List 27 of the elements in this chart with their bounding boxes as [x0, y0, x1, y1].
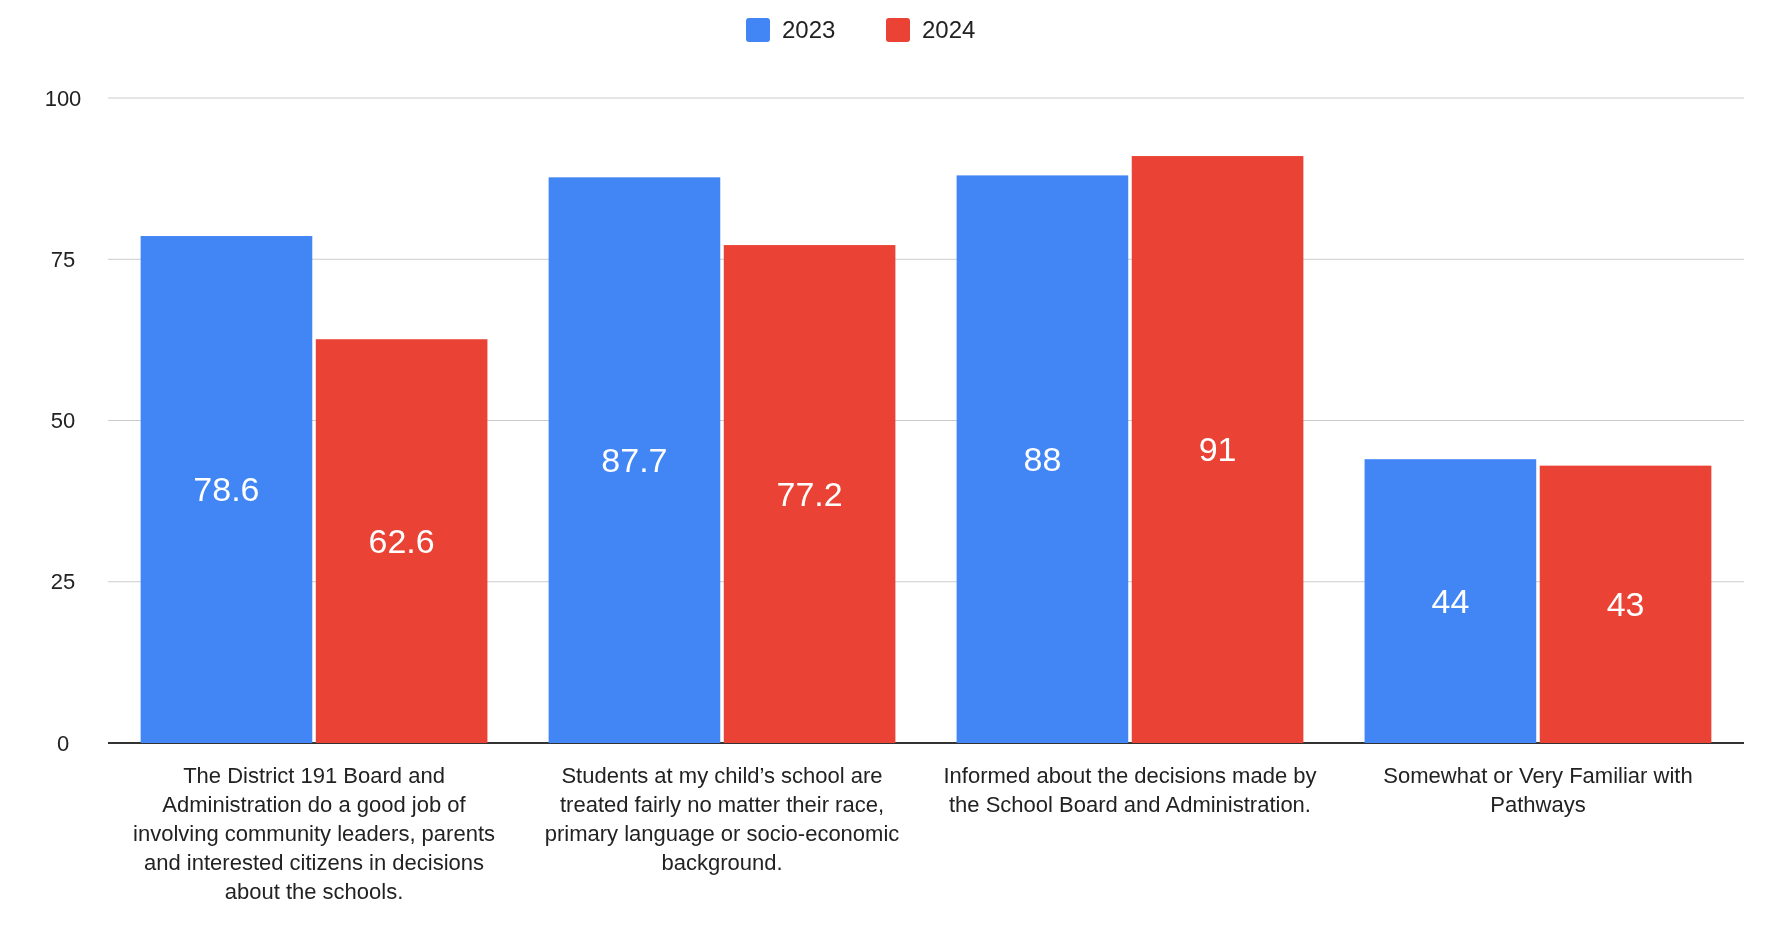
- x-tick-label: Informed about the decisions made by the School Board and Administration.: [943, 763, 1317, 817]
- bar: [315, 339, 488, 743]
- data-label: 78.6: [193, 470, 260, 509]
- y-tick-label: 75: [50, 246, 76, 272]
- data-label: 87.7: [601, 441, 668, 480]
- legend-label: 2023: [782, 16, 836, 44]
- x-tick-label: The District 191 Board and Administration do a good job of involving community leaders, parents and interested citizens in decisions about the schools.: [133, 763, 496, 904]
- bar: [140, 236, 313, 743]
- y-tick-label: 0: [56, 730, 70, 756]
- data-label: 43: [1606, 585, 1645, 624]
- y-tick-label: 25: [50, 569, 76, 595]
- data-label: 88: [1023, 440, 1062, 479]
- bar: [1539, 465, 1712, 743]
- data-label: 77.2: [776, 474, 843, 513]
- bar: [1131, 156, 1304, 743]
- y-tick-label: 100: [44, 85, 82, 111]
- x-tick-label: Somewhat or Very Familiar with Pathways: [1383, 763, 1693, 817]
- legend-label: 2024: [922, 16, 976, 44]
- bar: [956, 175, 1129, 743]
- data-label: 91: [1198, 430, 1237, 469]
- bar: [723, 245, 896, 743]
- data-label: 62.6: [368, 522, 435, 561]
- data-label: 44: [1431, 582, 1470, 620]
- x-tick-label: Students at my child’s school are treated fairly no matter their race, primary language or socio-economic background.: [544, 763, 900, 875]
- bar: [1364, 459, 1537, 743]
- y-tick-label: 50: [50, 408, 76, 434]
- bar: [548, 177, 721, 743]
